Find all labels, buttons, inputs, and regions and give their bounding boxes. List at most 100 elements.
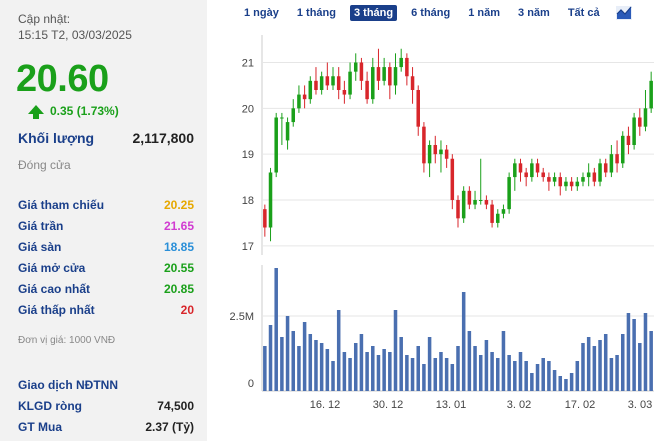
candle <box>319 71 324 95</box>
volume-bar <box>388 352 392 391</box>
candle-body <box>405 57 409 77</box>
candle <box>496 209 500 228</box>
candle <box>393 53 398 95</box>
volume-bar <box>547 361 551 391</box>
volume-bar <box>427 337 432 391</box>
volume-label: Khối lượng <box>18 130 95 146</box>
volume-bar <box>513 361 517 391</box>
date-tick-label: 13. 01 <box>436 399 467 411</box>
stat-label: Giá mở cửa <box>18 261 86 275</box>
volume-bar <box>461 292 466 391</box>
candle <box>422 122 426 173</box>
candle <box>359 57 364 90</box>
period-tabs: 1 ngày 1 tháng 3 tháng 6 tháng 1 năm 3 n… <box>240 5 632 21</box>
candle <box>388 62 392 100</box>
date-axis-labels: 16. 12 30. 12 13. 01 3. 02 17. 02 3. 03 <box>310 399 653 411</box>
tab-all[interactable]: Tất cả <box>567 7 600 19</box>
candle-body <box>541 172 545 178</box>
candle-body <box>365 80 369 100</box>
candle <box>598 158 602 187</box>
candle-body <box>490 204 494 223</box>
candle <box>263 204 267 237</box>
candle-body <box>342 90 347 95</box>
candle-body <box>302 94 307 100</box>
tab-3-years[interactable]: 3 năm <box>518 7 550 19</box>
volume-bar <box>297 346 301 391</box>
candle-body <box>450 158 455 200</box>
unit-note: Đơn vị giá: 1000 VNĐ <box>18 335 116 346</box>
candle <box>297 85 301 113</box>
current-price: 20.60 <box>16 58 109 100</box>
candle <box>518 158 523 182</box>
volume-series[interactable] <box>263 268 653 391</box>
candle-body <box>353 62 358 72</box>
area-chart-icon[interactable] <box>615 6 632 20</box>
stock-info-panel: Cập nhật: 15:15 T2, 03/03/2025 20.60 0.3… <box>0 0 207 441</box>
tab-6-months[interactable]: 6 tháng <box>411 7 451 19</box>
candle <box>564 177 568 191</box>
volume-bar <box>484 340 489 391</box>
candle <box>410 67 415 104</box>
volume-bar <box>325 349 330 391</box>
candle-body <box>535 163 540 173</box>
candle <box>450 154 455 210</box>
candle-body <box>524 172 528 178</box>
candle <box>535 158 540 178</box>
candlestick-series[interactable] <box>263 48 653 242</box>
tab-3-months[interactable]: 3 tháng <box>349 5 398 21</box>
tab-1-year[interactable]: 1 năm <box>468 7 501 19</box>
candle-body <box>620 135 625 164</box>
volume-tick-label: 2.5M <box>230 311 254 323</box>
candle-body <box>297 94 301 109</box>
tab-1-day[interactable]: 1 ngày <box>244 7 279 19</box>
stat-label: Giá tham chiếu <box>18 198 105 212</box>
candle-body <box>586 172 591 178</box>
candle-body <box>422 126 426 164</box>
candle <box>552 172 557 187</box>
candle-body <box>484 200 489 205</box>
volume-bar <box>393 310 398 391</box>
price-tick-label: 21 <box>242 58 254 70</box>
stat-value: 18.85 <box>163 240 194 254</box>
candle <box>620 131 625 168</box>
candle <box>291 99 296 127</box>
candle-body <box>314 80 318 90</box>
volume-bar <box>501 331 506 391</box>
candle <box>490 200 494 228</box>
volume-bar <box>416 346 420 391</box>
candle-body <box>336 76 341 90</box>
candle-body <box>285 122 290 141</box>
candle <box>427 140 432 178</box>
volume-axis-labels: 0 2.5M <box>230 311 254 390</box>
volume-bar <box>422 364 426 391</box>
date-tick-label: 3. 02 <box>507 399 531 411</box>
candle-body <box>410 76 415 90</box>
stat-label: Giá thấp nhất <box>18 303 95 317</box>
date-tick-label: 30. 12 <box>373 399 404 411</box>
candle <box>558 172 563 196</box>
volume-bar <box>342 352 347 391</box>
volume-row: Khối lượng 2,117,800 <box>18 130 194 146</box>
candle-body <box>473 200 477 205</box>
tab-1-month[interactable]: 1 tháng <box>296 7 336 19</box>
stat-row-open: Giá mở cửa 20.55 <box>18 261 194 275</box>
volume-bar <box>359 334 364 391</box>
candle-body <box>547 177 551 182</box>
volume-bar <box>473 346 477 391</box>
volume-bar <box>410 358 415 391</box>
candle-body <box>416 90 420 127</box>
candle <box>615 140 619 173</box>
buy-value-row: GT Mua 2.37 (Tỷ) <box>18 420 194 434</box>
volume-bar <box>274 268 278 391</box>
volume-bar <box>348 358 352 391</box>
candle <box>416 85 420 136</box>
candle <box>433 135 438 164</box>
volume-tick-label: 0 <box>248 378 254 390</box>
candle <box>473 190 477 210</box>
candle-body <box>382 67 386 81</box>
volume-bar <box>649 331 653 391</box>
candle-body <box>467 190 472 205</box>
price-tick-label: 20 <box>242 103 254 115</box>
candle <box>280 112 284 145</box>
candle-body <box>615 154 619 164</box>
